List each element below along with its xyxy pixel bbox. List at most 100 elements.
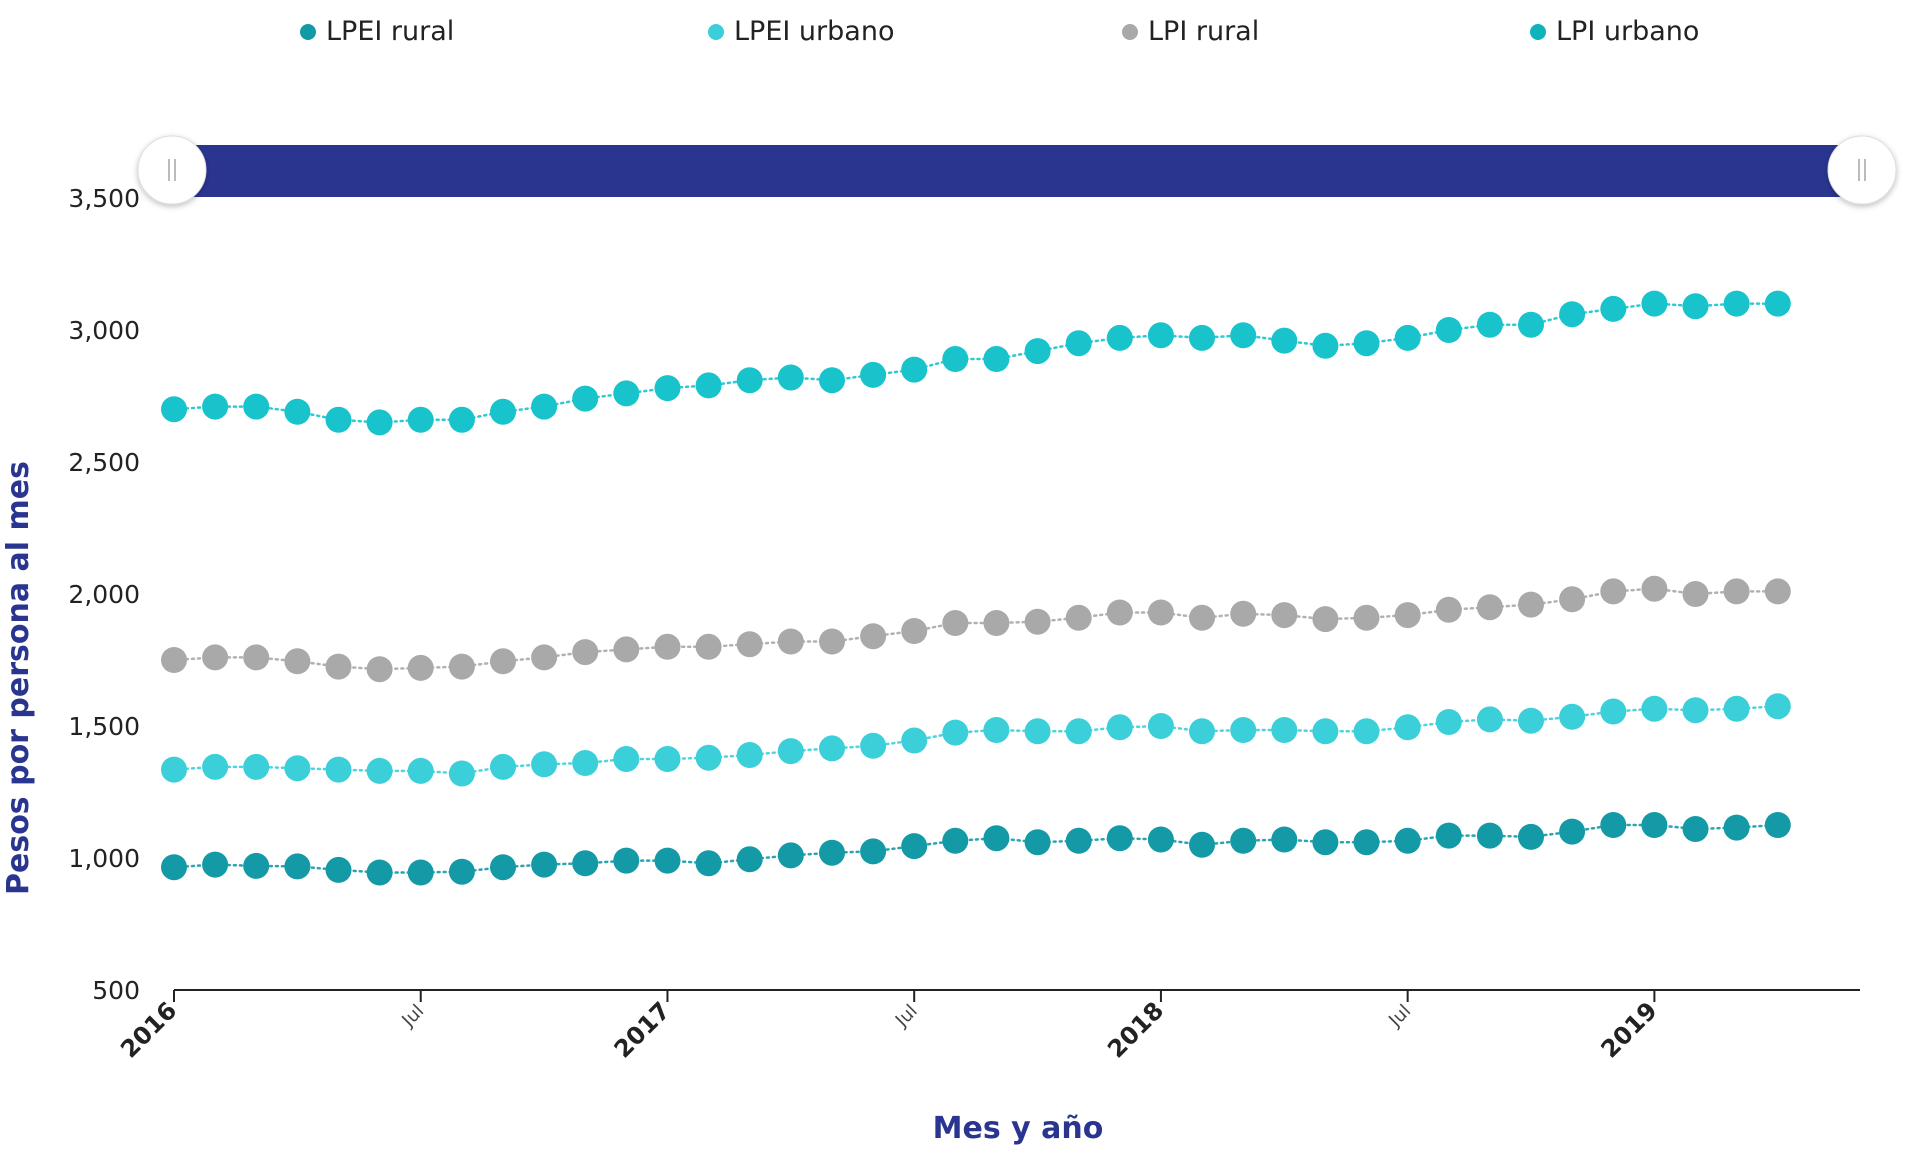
data-point[interactable] <box>161 854 187 881</box>
legend-item-lpi-urbano[interactable]: LPI urbano <box>1530 16 1699 47</box>
data-point[interactable] <box>407 406 434 433</box>
data-point[interactable] <box>1189 604 1215 631</box>
data-point[interactable] <box>1024 608 1051 635</box>
data-point[interactable] <box>366 656 393 683</box>
data-point[interactable] <box>1024 338 1051 365</box>
data-point[interactable] <box>366 409 393 436</box>
data-point[interactable] <box>1353 330 1380 357</box>
data-point[interactable] <box>1435 822 1462 849</box>
data-point[interactable] <box>942 827 969 854</box>
data-point[interactable] <box>695 372 722 399</box>
data-point[interactable] <box>161 396 187 423</box>
data-point[interactable] <box>901 356 928 383</box>
data-point[interactable] <box>407 757 434 784</box>
data-point[interactable] <box>613 847 640 874</box>
data-point[interactable] <box>1271 826 1298 853</box>
data-point[interactable] <box>572 850 599 877</box>
data-point[interactable] <box>572 385 599 412</box>
data-point[interactable] <box>942 610 969 636</box>
data-point[interactable] <box>1147 599 1174 626</box>
data-point[interactable] <box>613 380 640 407</box>
data-point[interactable] <box>1764 290 1791 317</box>
data-point[interactable] <box>366 757 393 784</box>
data-point[interactable] <box>243 393 270 420</box>
data-point[interactable] <box>1394 714 1421 741</box>
data-point[interactable] <box>1435 317 1462 343</box>
data-point[interactable] <box>161 756 187 783</box>
data-point[interactable] <box>1230 717 1257 743</box>
data-point[interactable] <box>1600 698 1627 725</box>
data-point[interactable] <box>1476 311 1503 338</box>
data-point[interactable] <box>777 364 804 391</box>
data-point[interactable] <box>819 839 845 866</box>
data-point[interactable] <box>202 851 229 878</box>
data-point[interactable] <box>1559 818 1586 845</box>
data-point[interactable] <box>1641 290 1668 317</box>
data-point[interactable] <box>490 753 516 780</box>
data-point[interactable] <box>284 755 311 782</box>
data-point[interactable] <box>1518 707 1544 734</box>
data-point[interactable] <box>654 633 681 660</box>
data-point[interactable] <box>1682 293 1709 320</box>
handle-knob[interactable] <box>137 135 207 205</box>
data-point[interactable] <box>1147 322 1174 349</box>
data-point[interactable] <box>1147 713 1174 739</box>
data-point[interactable] <box>983 825 1010 852</box>
data-point[interactable] <box>613 746 640 772</box>
data-point[interactable] <box>325 653 352 680</box>
data-point[interactable] <box>736 631 763 658</box>
data-point[interactable] <box>695 850 722 877</box>
data-point[interactable] <box>695 633 722 660</box>
data-point[interactable] <box>1641 575 1668 602</box>
data-point[interactable] <box>1600 295 1627 322</box>
range-navigator[interactable] <box>137 135 1897 205</box>
data-point[interactable] <box>1476 706 1503 733</box>
data-point[interactable] <box>1353 718 1380 745</box>
data-point[interactable] <box>1682 581 1709 607</box>
legend-item-lpi-rural[interactable]: LPI rural <box>1122 16 1259 47</box>
data-point[interactable] <box>777 842 804 869</box>
data-point[interactable] <box>1682 816 1709 842</box>
data-point[interactable] <box>490 854 516 881</box>
data-point[interactable] <box>1106 714 1133 741</box>
data-point[interactable] <box>983 717 1010 743</box>
data-point[interactable] <box>284 853 311 880</box>
data-point[interactable] <box>448 406 475 433</box>
data-point[interactable] <box>654 375 681 402</box>
data-point[interactable] <box>1271 717 1298 743</box>
data-point[interactable] <box>284 398 311 425</box>
data-point[interactable] <box>860 732 887 759</box>
data-point[interactable] <box>448 858 475 885</box>
data-point[interactable] <box>1106 599 1133 626</box>
data-point[interactable] <box>1476 822 1503 849</box>
data-point[interactable] <box>1065 718 1092 745</box>
data-point[interactable] <box>942 719 969 746</box>
data-point[interactable] <box>654 746 681 772</box>
data-point[interactable] <box>819 367 845 394</box>
data-point[interactable] <box>1435 596 1462 623</box>
data-point[interactable] <box>736 742 763 768</box>
data-point[interactable] <box>1723 578 1750 605</box>
data-point[interactable] <box>983 346 1010 372</box>
data-point[interactable] <box>1024 718 1051 745</box>
data-point[interactable] <box>1764 812 1791 838</box>
data-point[interactable] <box>325 756 352 783</box>
data-point[interactable] <box>819 735 845 762</box>
data-point[interactable] <box>202 393 229 420</box>
data-point[interactable] <box>1065 330 1092 357</box>
data-point[interactable] <box>1312 606 1339 633</box>
data-point[interactable] <box>1394 827 1421 854</box>
data-point[interactable] <box>1271 327 1298 354</box>
data-point[interactable] <box>777 628 804 655</box>
data-point[interactable] <box>1518 311 1544 338</box>
data-point[interactable] <box>1312 829 1339 856</box>
data-point[interactable] <box>572 639 599 666</box>
data-point[interactable] <box>407 654 434 681</box>
data-point[interactable] <box>1518 823 1544 850</box>
data-point[interactable] <box>1600 578 1627 605</box>
navigator-handle-left[interactable] <box>137 135 207 205</box>
data-point[interactable] <box>407 859 434 886</box>
data-point[interactable] <box>860 838 887 865</box>
data-point[interactable] <box>161 647 187 673</box>
data-point[interactable] <box>901 833 928 860</box>
